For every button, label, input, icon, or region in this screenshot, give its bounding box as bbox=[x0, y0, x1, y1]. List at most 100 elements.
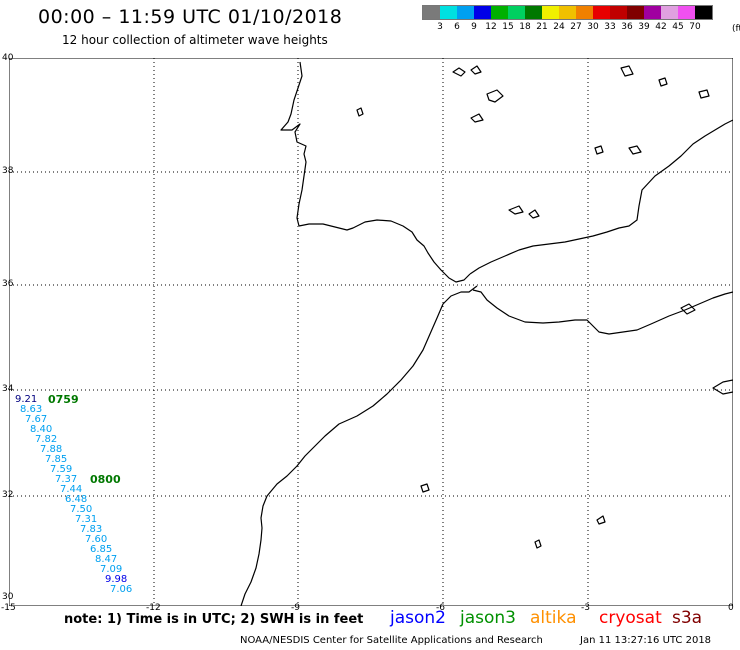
color-swatch bbox=[610, 6, 627, 19]
color-scale-label: 33 bbox=[604, 22, 616, 32]
page-subtitle: 12 hour collection of altimeter wave hei… bbox=[62, 33, 328, 47]
wave-height-label: 7.59 bbox=[50, 464, 73, 475]
lat-tick-label: 38 bbox=[2, 166, 14, 176]
graticule bbox=[9, 58, 733, 606]
pass-time-label: 0800 bbox=[90, 473, 121, 486]
satellite-legend-altika: altika bbox=[530, 608, 577, 628]
color-swatch bbox=[661, 6, 678, 19]
satellite-legend-jason3: jason3 bbox=[460, 608, 516, 628]
color-swatch bbox=[559, 6, 576, 19]
color-swatch bbox=[644, 6, 661, 19]
wave-height-label: 7.50 bbox=[70, 504, 93, 515]
wave-height-label: 8.47 bbox=[95, 554, 118, 565]
coastline-africa bbox=[240, 285, 478, 606]
color-scale-label: 27 bbox=[570, 22, 582, 32]
wave-height-label: 7.06 bbox=[110, 584, 133, 595]
wave-height-label: 7.44 bbox=[60, 484, 83, 495]
island bbox=[594, 145, 604, 155]
wave-height-label: 9.21 bbox=[15, 394, 38, 405]
color-swatch bbox=[678, 6, 695, 19]
island bbox=[420, 483, 430, 493]
wave-height-label: 7.85 bbox=[45, 454, 68, 465]
island bbox=[486, 89, 504, 103]
color-scale-label: 39 bbox=[638, 22, 650, 32]
island bbox=[528, 209, 540, 219]
lon-tick-label: -15 bbox=[1, 603, 16, 613]
wave-height-label: 6.85 bbox=[90, 544, 113, 555]
color-scale-label: 12 bbox=[485, 22, 497, 32]
color-swatch bbox=[525, 6, 542, 19]
satellite-legend-jason2: jason2 bbox=[390, 608, 446, 628]
lat-tick-label: 40 bbox=[2, 53, 14, 63]
island bbox=[470, 113, 484, 123]
lon-tick-label: -9 bbox=[291, 603, 300, 613]
coastlines bbox=[240, 61, 733, 606]
credit-line: NOAA/NESDIS Center for Satellite Applica… bbox=[240, 635, 543, 646]
coastline-spain-south bbox=[469, 119, 733, 275]
island bbox=[508, 205, 524, 215]
generated-timestamp: Jan 11 13:27:16 UTC 2018 bbox=[580, 635, 712, 646]
color-scale-unit: (ft) bbox=[732, 24, 740, 34]
lat-tick-label: 34 bbox=[2, 384, 14, 394]
color-scale-labels: 3 6 9 12 15 18 21 24 27 30 33 36 39 42 45 70 bbox=[422, 20, 713, 32]
lon-tick-label: -12 bbox=[146, 603, 161, 613]
color-swatch bbox=[508, 6, 525, 19]
wave-height-label: 7.31 bbox=[75, 514, 98, 525]
lat-tick-label: 32 bbox=[2, 490, 14, 500]
color-scale-label: 6 bbox=[454, 22, 460, 32]
color-swatch bbox=[576, 6, 593, 19]
island bbox=[470, 65, 482, 75]
island bbox=[356, 107, 364, 117]
color-swatch bbox=[423, 6, 440, 19]
wave-height-label: 8.63 bbox=[20, 404, 43, 415]
color-swatch bbox=[474, 6, 491, 19]
coastline-iberia-west bbox=[280, 61, 307, 227]
island bbox=[698, 89, 710, 99]
wave-height-label: 7.37 bbox=[55, 474, 78, 485]
lat-tick-label: 30 bbox=[2, 592, 14, 602]
island bbox=[534, 539, 542, 549]
color-scale-label: 3 bbox=[437, 22, 443, 32]
color-scale-label: 70 bbox=[689, 22, 701, 32]
wave-height-label: 7.60 bbox=[85, 534, 108, 545]
page-title: 00:00 – 11:59 UTC 01/10/2018 bbox=[38, 6, 343, 28]
map-frame bbox=[9, 58, 733, 606]
coastline-gulf-of-cadiz bbox=[298, 219, 471, 283]
wave-height-label: 7.88 bbox=[40, 444, 63, 455]
satellite-legend-s3a: s3a bbox=[672, 608, 703, 628]
color-swatch bbox=[695, 6, 712, 19]
wave-height-label: 7.67 bbox=[25, 414, 48, 425]
lon-tick-label: 0 bbox=[728, 603, 734, 613]
wave-height-label: 7.82 bbox=[35, 434, 58, 445]
wave-height-label: 8.40 bbox=[30, 424, 53, 435]
lat-tick-label: 36 bbox=[2, 279, 14, 289]
lon-tick-label: -3 bbox=[581, 603, 590, 613]
units-note: note: 1) Time is in UTC; 2) SWH is in fe… bbox=[64, 612, 364, 627]
color-scale-label: 30 bbox=[587, 22, 599, 32]
color-scale-label: 15 bbox=[502, 22, 514, 32]
island bbox=[680, 303, 696, 315]
color-swatch bbox=[440, 6, 457, 19]
lon-tick-label: -6 bbox=[436, 603, 445, 613]
map-canvas bbox=[9, 58, 733, 606]
wave-height-label: 7.83 bbox=[80, 524, 103, 535]
wave-height-label: 9.98 bbox=[105, 574, 128, 585]
color-swatch bbox=[491, 6, 508, 19]
color-swatch bbox=[457, 6, 474, 19]
island bbox=[712, 379, 733, 395]
island bbox=[596, 515, 606, 525]
island bbox=[628, 145, 642, 155]
island bbox=[620, 65, 634, 77]
satellite-legend-cryosat: cryosat bbox=[599, 608, 662, 628]
color-scale-label: 18 bbox=[519, 22, 531, 32]
island bbox=[452, 67, 466, 77]
color-swatch bbox=[542, 6, 559, 19]
color-scale-swatches bbox=[422, 5, 713, 20]
color-scale-label: 24 bbox=[553, 22, 565, 32]
pass-time-label: 0759 bbox=[48, 393, 79, 406]
color-swatch bbox=[593, 6, 610, 19]
color-scale-label: 9 bbox=[471, 22, 477, 32]
color-scale-label: 36 bbox=[621, 22, 633, 32]
color-scale-label: 21 bbox=[536, 22, 548, 32]
